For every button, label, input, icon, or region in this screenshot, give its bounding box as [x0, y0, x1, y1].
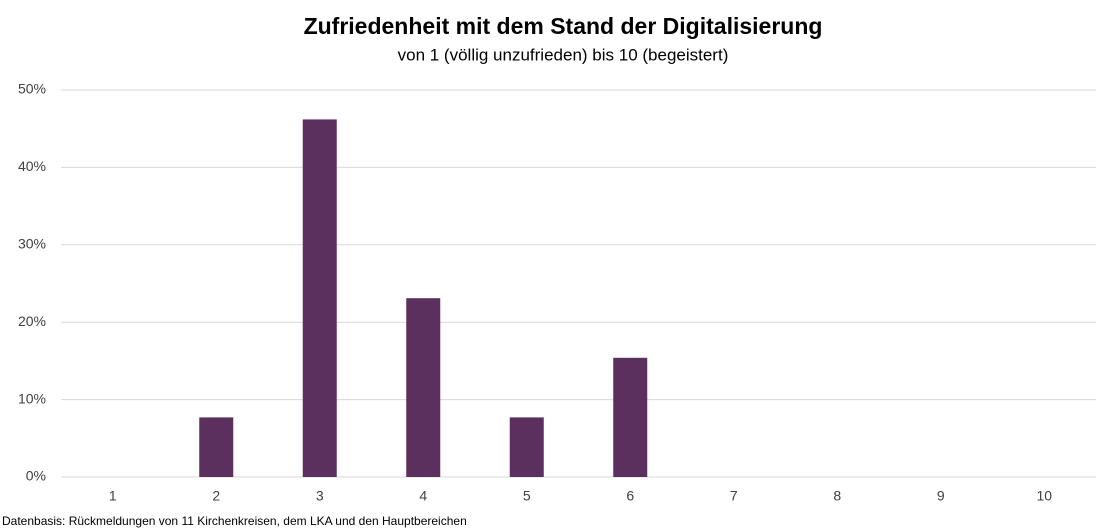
x-tick-label: 10 [1036, 488, 1052, 504]
x-tick-label: 3 [316, 488, 324, 504]
x-tick-label: 4 [419, 488, 427, 504]
bar [509, 417, 544, 477]
bar [406, 298, 441, 477]
y-tick-label: 10% [18, 390, 46, 406]
chart-subtitle: von 1 (völlig unzufrieden) bis 10 (begei… [398, 45, 729, 64]
x-tick-label: 1 [109, 488, 117, 504]
y-tick-label: 20% [18, 313, 46, 329]
x-tick-label: 9 [937, 488, 945, 504]
bar [302, 119, 337, 478]
x-tick-label: 2 [212, 488, 220, 504]
y-tick-label: 40% [18, 158, 46, 174]
y-tick-label: 50% [18, 81, 46, 97]
footnote: Datenbasis: Rückmeldungen von 11 Kirchen… [2, 514, 467, 528]
y-tick-label: 30% [18, 236, 46, 252]
x-tick-label: 7 [730, 488, 738, 504]
bar [199, 417, 234, 477]
x-tick-label: 6 [626, 488, 634, 504]
x-tick-label: 8 [833, 488, 841, 504]
y-tick-label: 0% [26, 468, 46, 484]
x-tick-label: 5 [523, 488, 531, 504]
chart-title: Zufriedenheit mit dem Stand der Digitali… [304, 13, 823, 39]
bar [613, 357, 648, 477]
